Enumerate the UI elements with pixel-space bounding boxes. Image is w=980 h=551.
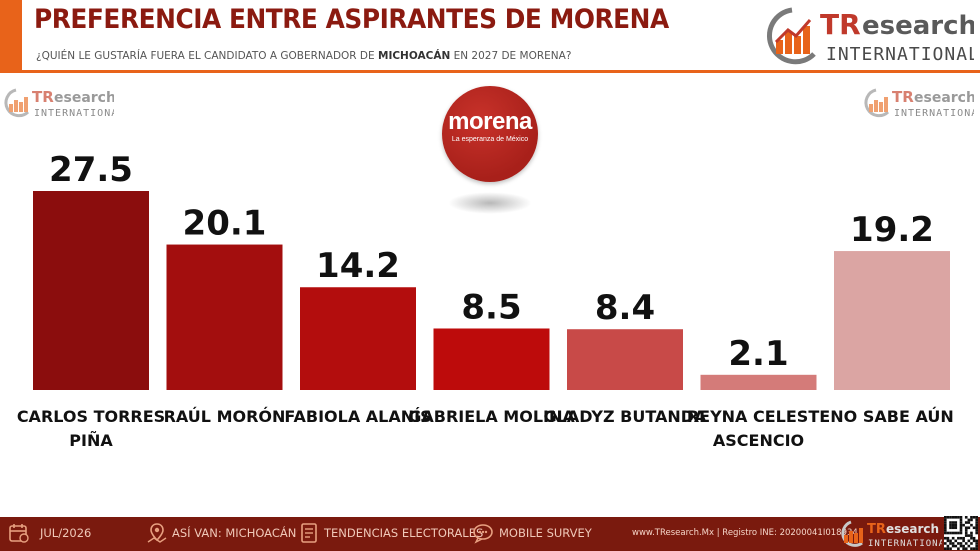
value-label-2: 14.2 (316, 246, 400, 286)
value-label-4: 8.4 (595, 288, 655, 328)
category-label-2: FABIOLA ALANÍS (284, 407, 431, 426)
header: PREFERENCIA ENTRE ASPIRANTES DE MORENA ¿… (0, 0, 980, 73)
logo-research: esearch (862, 11, 974, 41)
category-label-0-line-0: CARLOS TORRES (17, 407, 165, 426)
value-label-1: 20.1 (183, 204, 267, 244)
bar-6 (834, 251, 950, 390)
value-label-5: 2.1 (728, 334, 788, 374)
footer-survey: MOBILE SURVEY (499, 526, 592, 540)
subtitle-part-2: EN 2027 DE MORENA? (450, 50, 572, 62)
footer-logo: TR esearch INTERNATIONAL (841, 520, 942, 549)
bar-2 (300, 287, 416, 390)
footer-location: ASÍ VAN: MICHOACÁN (172, 526, 297, 540)
value-label-6: 19.2 (850, 210, 934, 250)
footer-logo-research: esearch (886, 522, 939, 536)
map-pin-icon (147, 523, 167, 543)
category-label-3: GABRIELA MOLINA (408, 407, 575, 426)
category-label-6: NO SABE AÚN (830, 407, 953, 426)
category-label-5-line-1: ASCENCIO (713, 431, 804, 450)
watermark-logo-left: TR esearch INTERNATIONAL (4, 88, 114, 119)
watermark-tr-right: TR (892, 88, 914, 106)
watermark-logo-right: TR esearch INTERNATIONAL (864, 88, 974, 119)
subtitle-state: MICHOACÁN (378, 50, 451, 62)
morena-logo-shadow (448, 192, 532, 214)
subtitle-part-1: ¿QUIÉN LE GUSTARÍA FUERA EL CANDIDATO A … (36, 50, 378, 62)
document-icon (301, 523, 317, 543)
category-label-4: GLADYZ BUTANDA (544, 407, 708, 426)
bar-5 (700, 374, 817, 390)
footer-logo-international: INTERNATIONAL (868, 539, 942, 549)
bar-3 (433, 328, 550, 390)
footer-date: JUL/2026 (40, 526, 92, 540)
watermark-research: esearch (54, 90, 114, 106)
morena-logo: morena La esperanza de México (442, 86, 538, 182)
footer-tendencias: TENDENCIAS ELECTORALES (324, 526, 484, 540)
watermark-tr: TR (32, 88, 54, 106)
qr-code (944, 516, 978, 550)
value-label-3: 8.5 (461, 287, 521, 327)
morena-logo-name: morena (448, 108, 532, 135)
category-label-1: RAÚL MORÓN (164, 407, 286, 426)
footer-site: www.TResearch.Mx | Registro INE: 2020004… (632, 528, 858, 538)
calendar-icon (9, 524, 29, 543)
accent-bar (0, 0, 22, 72)
chat-bubble-icon (473, 524, 493, 544)
footer-logo-tr: TR (867, 522, 886, 537)
value-label-0: 27.5 (49, 150, 133, 190)
bar-4 (567, 329, 683, 390)
logo-tr: TR (820, 8, 861, 41)
bar-1 (166, 244, 283, 390)
page-subtitle: ¿QUIÉN LE GUSTARÍA FUERA EL CANDIDATO A … (36, 50, 571, 62)
category-label-5-line-0: REYNA CELESTE (687, 407, 830, 426)
watermark-international: INTERNATIONAL (34, 108, 114, 119)
logo-international: INTERNATIONAL (826, 44, 974, 65)
tresearch-logo: TR esearch INTERNATIONAL (766, 7, 974, 65)
category-label-0-line-1: PIÑA (69, 431, 113, 450)
bar-0 (33, 191, 149, 390)
watermark-research-right: esearch (914, 90, 974, 106)
page-title: PREFERENCIA ENTRE ASPIRANTES DE MORENA (34, 4, 669, 35)
morena-logo-tagline: La esperanza de México (451, 136, 529, 143)
watermark-international-right: INTERNATIONAL (894, 108, 974, 119)
footer: JUL/2026 ASÍ VAN: MICHOACÁN TENDENCIAS E… (0, 517, 980, 551)
header-divider (0, 70, 980, 73)
